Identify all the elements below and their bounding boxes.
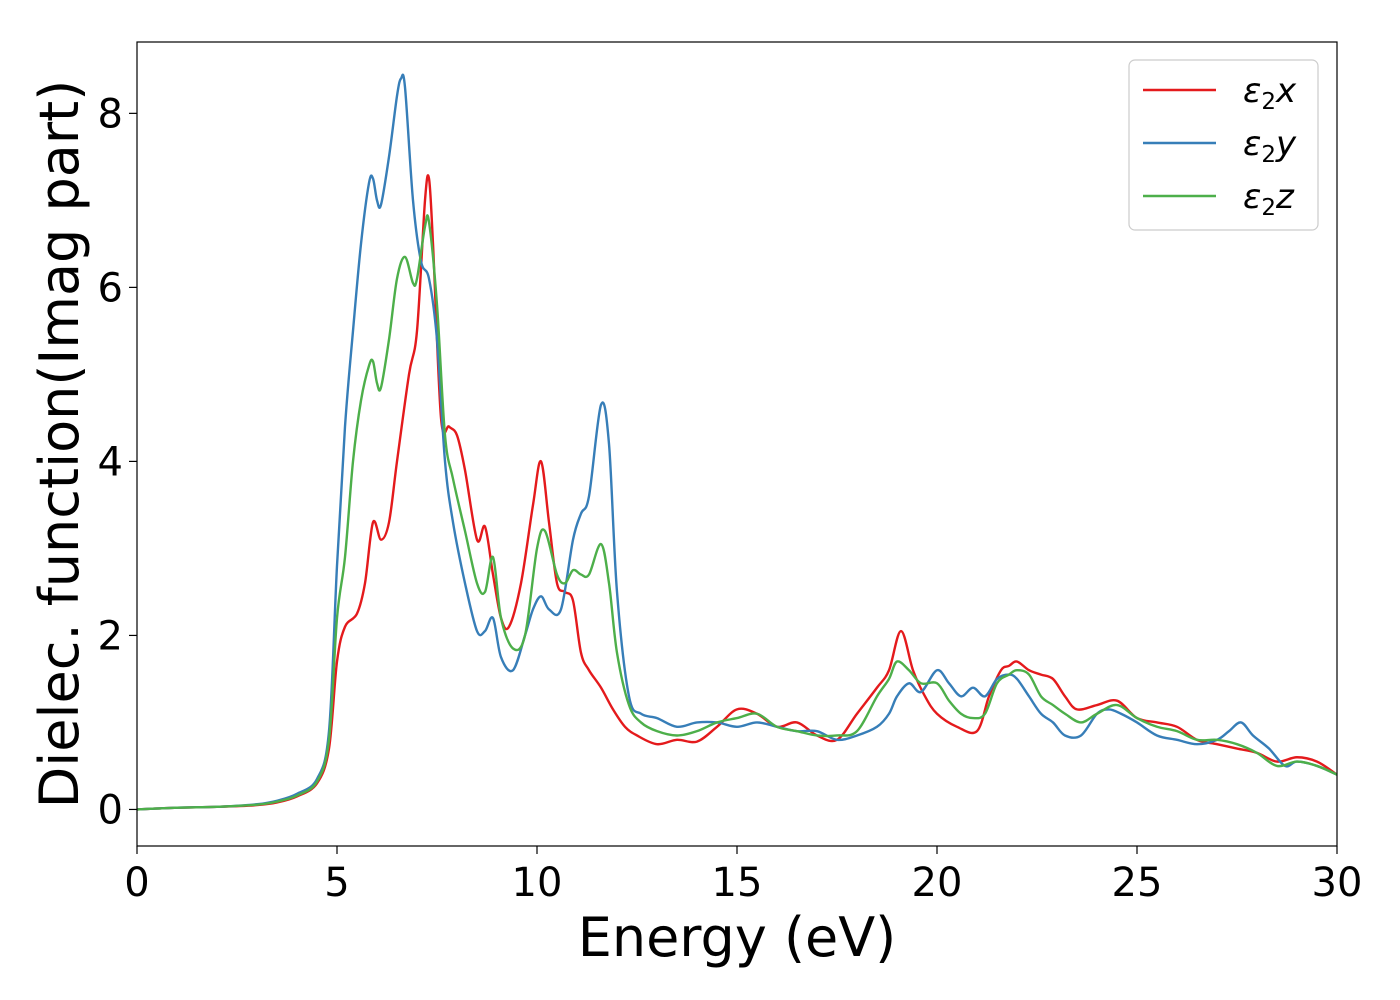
x-axis-title: Energy (eV) [578,906,897,969]
y-tick-label: 6 [98,265,123,311]
y-tick-label: 8 [98,91,123,137]
legend: ε2x ε2y ε2z [1128,59,1319,231]
x-tick-label: 15 [712,860,763,906]
y-tick-label: 4 [98,439,123,485]
x-axis: 0 5 10 15 20 25 30 [124,846,1362,906]
x-tick-label: 0 [124,860,149,906]
x-tick-label: 30 [1312,860,1363,906]
x-tick-label: 20 [912,860,963,906]
y-tick-label: 2 [98,613,123,659]
series-layer [136,73,1338,811]
legend-label-y: ε2y [1243,124,1297,168]
y-axis-title: Dielec. function(Imag part) [28,80,91,809]
legend-box [1128,59,1319,231]
series-line-x [136,174,1338,811]
series-line-z [136,214,1338,811]
y-tick-label: 0 [98,787,123,833]
legend-label-z: ε2z [1243,177,1295,221]
legend-label-x: ε2x [1243,71,1297,115]
x-tick-label: 25 [1112,860,1163,906]
x-tick-label: 10 [512,860,563,906]
x-tick-label: 5 [324,860,349,906]
y-axis: 0 2 4 6 8 [98,91,137,833]
series-line-y [136,73,1338,811]
